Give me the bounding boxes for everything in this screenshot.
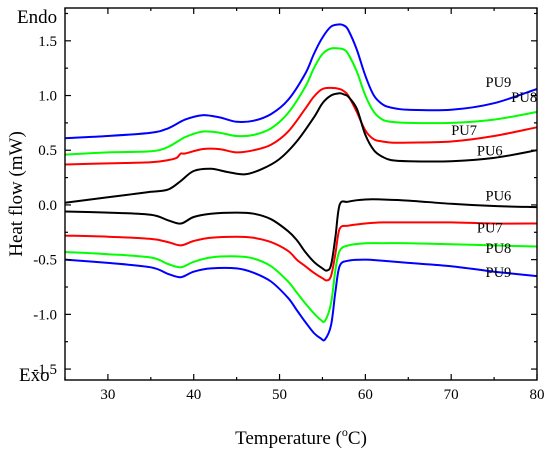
x-axis-title-main: Temperature (	[235, 428, 342, 449]
series-layer	[64, 23, 538, 342]
x-tick-label: 30	[100, 387, 115, 403]
series-line-pu8-cooling	[64, 242, 538, 324]
x-axis-title-unit: C)	[348, 428, 367, 449]
y-tick-label: 1.5	[38, 34, 57, 50]
series-label-pu6: PU6	[486, 189, 512, 205]
series-label-pu6: PU6	[477, 144, 503, 160]
x-tick-label: 50	[272, 387, 287, 403]
series-line-pu6-heating	[64, 92, 538, 204]
series-line-pu9-heating	[64, 23, 538, 140]
plot-area-frame	[64, 7, 538, 381]
series-label-pu9: PU9	[486, 75, 512, 91]
x-tick-label: 80	[530, 387, 545, 403]
series-line-pu7-cooling	[64, 221, 538, 282]
y-tick-label: 1.0	[38, 89, 57, 105]
y-tick-label: -1.0	[33, 307, 57, 323]
x-axis-title: Temperature (oC)	[235, 425, 367, 449]
axis-ticks: 30 40 50 60 70 80 1.5 1.0 0.5 0.0 -0.5 -1.0 -1.5	[33, 8, 545, 403]
series-label-pu7: PU7	[451, 123, 477, 139]
y-tick-label: 0.0	[38, 198, 57, 214]
x-tick-label: 40	[186, 387, 201, 403]
y-axis-title: Heat flow (mW)	[6, 131, 27, 257]
series-line-pu7-heating	[64, 86, 538, 166]
series-label-pu9: PU9	[486, 265, 512, 281]
y-tick-label: -0.5	[33, 253, 57, 269]
y-tick-label: 0.5	[38, 143, 57, 159]
y-tick-label: -1.5	[33, 362, 57, 378]
exo-label: Exo	[19, 365, 50, 386]
x-tick-label: 70	[444, 387, 459, 403]
series-line-pu6-cooling	[64, 198, 538, 272]
series-label-pu8: PU8	[511, 90, 537, 106]
x-axis-title-degree: o	[342, 425, 348, 439]
x-tick-label: 60	[358, 387, 373, 403]
series-label-pu7: PU7	[477, 220, 503, 236]
series-line-pu9-cooling	[64, 258, 538, 342]
series-label-pu8: PU8	[486, 241, 512, 257]
series-line-pu8-heating	[64, 47, 538, 156]
endo-label: Endo	[17, 7, 57, 28]
